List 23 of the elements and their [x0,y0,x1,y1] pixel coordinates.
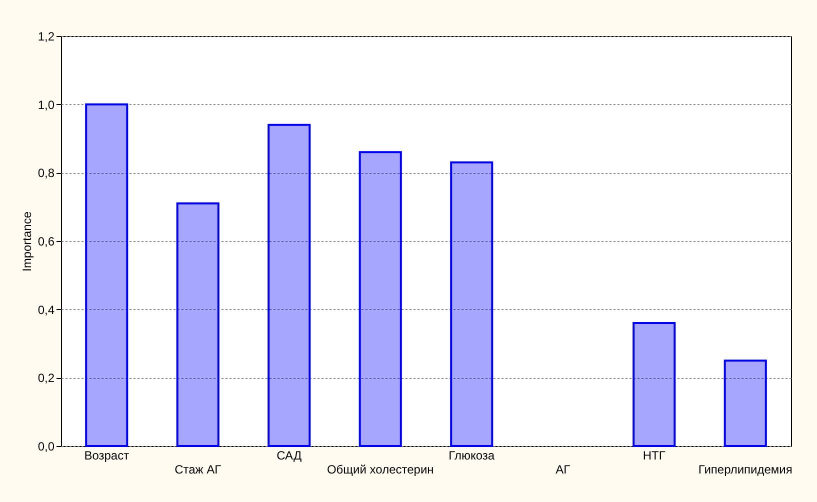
y-axis-title: Importance [20,211,34,272]
x-tick-label: Возраст [84,448,130,462]
x-tick-label: Стаж АГ [174,462,222,476]
y-tick-label: 1,2 [38,30,55,44]
x-tick-label: АГ [556,462,571,476]
y-tick-label: 0,0 [38,440,55,454]
bar [176,202,220,447]
bar [724,360,767,447]
bar [358,151,402,447]
x-tick-label: Общий холестерин [326,462,434,476]
x-tick-label: Глюкоза [448,448,495,462]
bar [632,322,676,447]
x-tick-label: Гиперлипидемия [698,462,792,476]
y-tick-label: 0,4 [38,302,55,317]
y-tick-label: 1,0 [38,98,55,112]
bar [268,124,311,447]
x-tick-label: НТГ [642,448,666,462]
bar [450,161,494,447]
x-tick-label: САД [276,448,302,462]
bar [85,103,128,447]
y-tick-label: 0,2 [38,371,55,386]
y-tick-label: 0,8 [38,166,55,180]
y-tick-label: 0,6 [38,234,55,248]
